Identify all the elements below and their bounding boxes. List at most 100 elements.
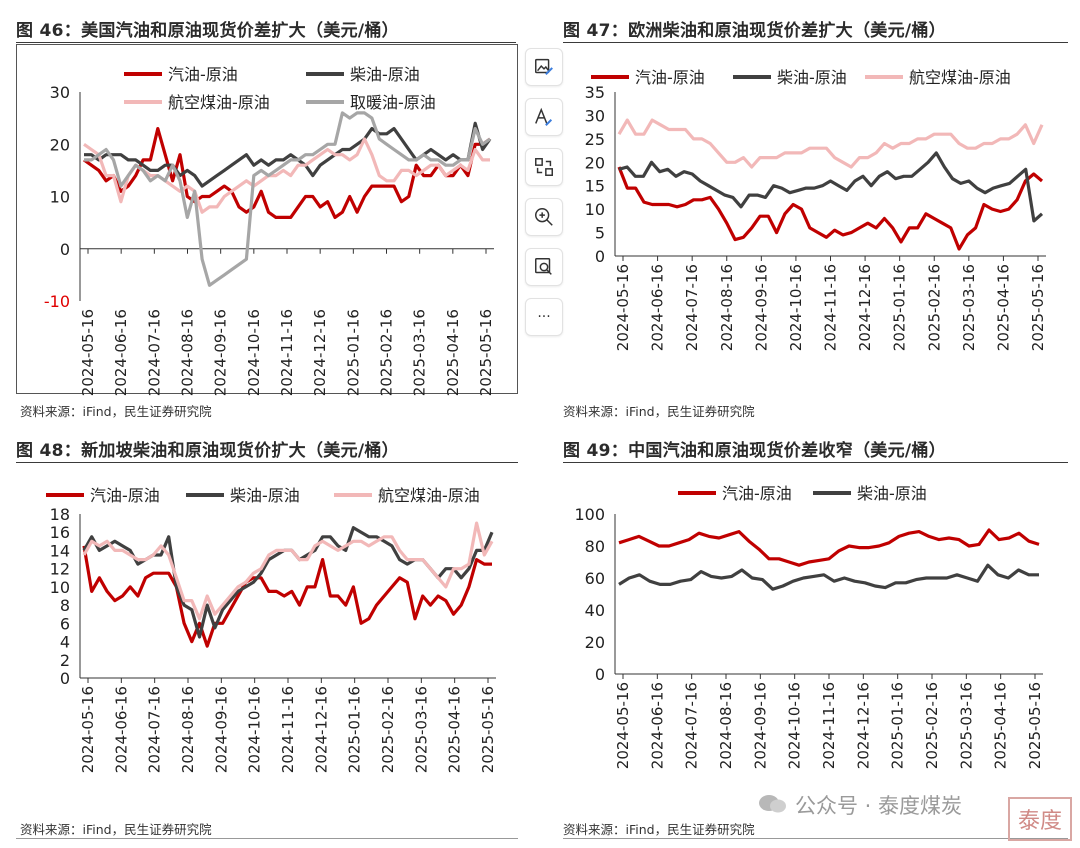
y-tick-label: 80 [585, 537, 605, 556]
source-note: 资料来源：iFind，民生证券研究院 [20, 822, 212, 837]
x-tick-label: 2024-09-16 [751, 682, 769, 769]
x-tick-label: 2025-02-16 [925, 264, 943, 351]
x-tick-label: 2024-05-16 [79, 686, 97, 773]
x-tick-label: 2024-06-16 [112, 309, 130, 396]
x-tick-label: 2024-10-16 [246, 686, 264, 773]
source-note: 资料来源：iFind，民生证券研究院 [563, 404, 755, 419]
y-tick-label: 6 [60, 614, 70, 633]
y-tick-label: 25 [585, 130, 605, 149]
legend-label: 柴油-原油 [350, 65, 420, 84]
x-tick-label: 2024-09-16 [212, 309, 230, 396]
x-tick-label: 2024-08-16 [179, 686, 197, 773]
y-tick-label: 18 [50, 505, 70, 524]
series-line [83, 137, 490, 214]
x-tick-label: 2025-05-16 [477, 309, 495, 396]
y-tick-label: 8 [60, 596, 70, 615]
legend-label: 航空煤油-原油 [909, 68, 1011, 87]
y-tick-label: 0 [60, 240, 70, 259]
x-tick-label: 2024-07-16 [683, 682, 701, 769]
panel-title: 图 46：美国汽油和原油现货价差扩大（美元/桶） [16, 21, 399, 41]
legend-label: 取暖油-原油 [350, 93, 436, 112]
zoom-in-icon [535, 208, 553, 226]
text-edit-button[interactable] [525, 98, 563, 136]
x-tick-label: 2024-06-16 [649, 264, 667, 351]
x-tick-label: 2025-03-16 [960, 264, 978, 351]
x-tick-label: 2025-05-16 [1029, 264, 1047, 351]
y-tick-label: 0 [60, 669, 70, 688]
y-tick-label: 100 [574, 505, 605, 524]
series-line [84, 111, 491, 287]
x-tick-label: 2025-04-16 [446, 686, 464, 773]
x-tick-label: 2024-05-16 [614, 682, 632, 769]
y-tick-label: 10 [585, 200, 605, 219]
text-edit-icon [535, 107, 553, 126]
x-tick-label: 2025-01-16 [346, 686, 364, 773]
x-tick-label: 2024-08-16 [179, 309, 197, 396]
series-line [617, 166, 1044, 251]
series-line [618, 151, 1044, 223]
series-line [82, 545, 492, 648]
series-line [82, 521, 494, 621]
x-tick-label: 2025-04-16 [994, 264, 1012, 351]
y-tick-label: 12 [50, 560, 70, 579]
image-edit-icon [535, 58, 553, 76]
y-tick-label: 20 [585, 633, 605, 652]
source-note: 资料来源：iFind，民生证券研究院 [563, 822, 755, 837]
legend-label: 柴油-原油 [777, 68, 847, 87]
y-tick-label: 35 [585, 83, 605, 102]
y-tick-label: 14 [50, 541, 70, 560]
legend-label: 汽油-原油 [635, 68, 705, 87]
swap-button[interactable] [525, 148, 563, 186]
legend-label: 汽油-原油 [722, 484, 792, 503]
x-tick-label: 2024-10-16 [786, 682, 804, 769]
x-tick-label: 2024-05-16 [79, 309, 97, 396]
title-rule [563, 462, 1068, 463]
image-edit-button[interactable] [525, 48, 563, 86]
legend-label: 汽油-原油 [90, 486, 160, 505]
y-tick-label: 30 [50, 83, 70, 102]
y-tick-label: 60 [585, 569, 605, 588]
x-tick-label: 2025-01-16 [889, 682, 907, 769]
panel-title: 图 48：新加坡柴油和原油现货价扩大（美元/桶） [16, 441, 399, 461]
image-search-button[interactable] [525, 248, 563, 286]
x-tick-label: 2024-10-16 [787, 264, 805, 351]
series-line [617, 118, 1044, 169]
series-line [83, 126, 491, 219]
y-tick-label: 0 [595, 665, 605, 684]
wechat-icon [759, 795, 786, 813]
x-tick-label: 2025-03-16 [957, 682, 975, 769]
selection-frame[interactable] [16, 44, 518, 394]
bottom-rule [563, 838, 1068, 839]
more-button[interactable]: ··· [525, 298, 563, 336]
x-tick-label: 2025-01-16 [891, 264, 909, 351]
title-rule [16, 42, 516, 43]
bottom-rule [16, 838, 518, 839]
more-icon: ··· [537, 309, 551, 325]
x-tick-label: 2024-09-16 [752, 264, 770, 351]
x-tick-label: 2024-11-16 [820, 682, 838, 769]
x-tick-label: 2025-02-16 [923, 682, 941, 769]
image-toolbar: ··· [522, 48, 566, 348]
chart-europe-spreads: 汽油-原油 柴油-原油 航空煤油-原油 35 30 25 20 15 10 5 0 2024-05-1… [585, 68, 1047, 351]
x-tick-label: 2025-01-16 [344, 309, 362, 396]
swap-icon [535, 158, 553, 176]
x-tick-label: 2025-02-16 [379, 686, 397, 773]
x-tick-label: 2024-12-16 [311, 309, 329, 396]
x-tick-label: 2024-07-16 [683, 264, 701, 351]
y-tick-label: 30 [585, 106, 605, 125]
x-tick-label: 2024-11-16 [279, 686, 297, 773]
y-tick-label: 4 [60, 633, 70, 652]
y-tick-label: 20 [50, 135, 70, 154]
x-tick-label: 2025-05-16 [1026, 682, 1044, 769]
zoom-in-button[interactable] [525, 198, 563, 236]
x-tick-label: 2024-08-16 [718, 264, 736, 351]
y-tick-label: 16 [50, 523, 70, 542]
source-note: 资料来源：iFind，民生证券研究院 [20, 404, 212, 419]
watermark-text: 公众号 · 泰度煤炭 [795, 794, 963, 818]
legend-label: 航空煤油-原油 [168, 93, 270, 112]
series-line [618, 563, 1039, 591]
series-line [618, 528, 1040, 567]
x-tick-label: 2025-05-16 [479, 686, 497, 773]
